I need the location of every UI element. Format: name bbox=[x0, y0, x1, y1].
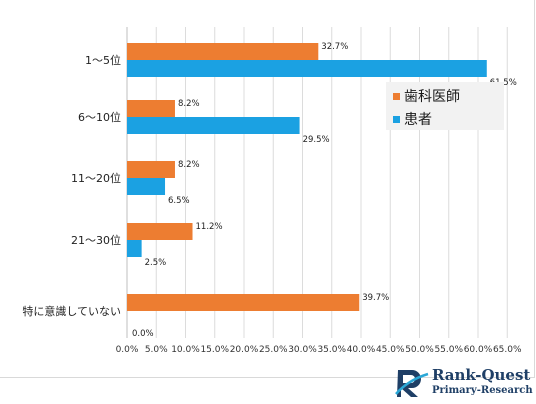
bar-dentist bbox=[127, 223, 193, 240]
category-label: 1～5位 bbox=[85, 53, 121, 67]
logo-name: Rank-Quest bbox=[432, 366, 531, 384]
x-tick-label: 15.0% bbox=[200, 345, 229, 355]
bar-patient bbox=[127, 240, 142, 257]
chart-frame bbox=[0, 0, 535, 378]
legend-box bbox=[386, 82, 504, 130]
x-tick-label: 10.0% bbox=[171, 345, 200, 355]
data-label: 11.2% bbox=[196, 222, 223, 232]
x-tick-label: 30.0% bbox=[288, 345, 317, 355]
data-label: 32.7% bbox=[321, 42, 348, 52]
bar-patient bbox=[127, 117, 300, 134]
data-label: 29.5% bbox=[303, 135, 330, 145]
bar-chart: 0.0% 5.0% 10.0% 15.0% 20.0% 25.0% 30.0% 35.0% 40… bbox=[22, 27, 522, 355]
rank-quest-logo: Rank-Quest Primary-Research bbox=[394, 364, 534, 402]
data-label: 2.5% bbox=[145, 258, 167, 268]
bar-dentist bbox=[127, 294, 360, 311]
legend-swatch bbox=[393, 116, 400, 123]
x-tick-label: 50.0% bbox=[405, 345, 434, 355]
data-label: 8.2% bbox=[178, 99, 200, 109]
category-label: 特に意識していない bbox=[22, 304, 121, 318]
bar-dentist bbox=[127, 161, 175, 178]
data-label: 0.0% bbox=[132, 329, 154, 339]
category-label: 21～30位 bbox=[71, 233, 121, 247]
x-tick-label: 55.0% bbox=[434, 345, 463, 355]
category-label: 6～10位 bbox=[78, 110, 121, 124]
x-tick-label: 5.0% bbox=[145, 345, 168, 355]
category-label: 11～20位 bbox=[71, 171, 121, 185]
data-label: 6.5% bbox=[168, 196, 190, 206]
legend-label: 歯科医師 bbox=[404, 89, 460, 105]
logo-subtitle: Primary-Research bbox=[432, 385, 533, 396]
legend-label: 患者 bbox=[404, 112, 432, 128]
x-tick-label: 45.0% bbox=[376, 345, 405, 355]
bar-patient bbox=[127, 60, 487, 77]
bar-dentist bbox=[127, 43, 319, 60]
x-tick-label: 20.0% bbox=[230, 345, 259, 355]
bar-dentist bbox=[127, 100, 175, 117]
x-tick-label: 35.0% bbox=[317, 345, 346, 355]
legend-swatch bbox=[393, 93, 400, 100]
data-label: 39.7% bbox=[362, 293, 389, 303]
data-label: 8.2% bbox=[178, 160, 200, 170]
x-tick-label: 40.0% bbox=[347, 345, 376, 355]
rank-quest-logo-icon bbox=[395, 370, 429, 397]
x-tick-label: 0.0% bbox=[116, 345, 139, 355]
x-tick-label: 65.0% bbox=[493, 345, 522, 355]
bar-patient bbox=[127, 178, 166, 195]
x-tick-label: 60.0% bbox=[464, 345, 493, 355]
x-tick-label: 25.0% bbox=[259, 345, 288, 355]
